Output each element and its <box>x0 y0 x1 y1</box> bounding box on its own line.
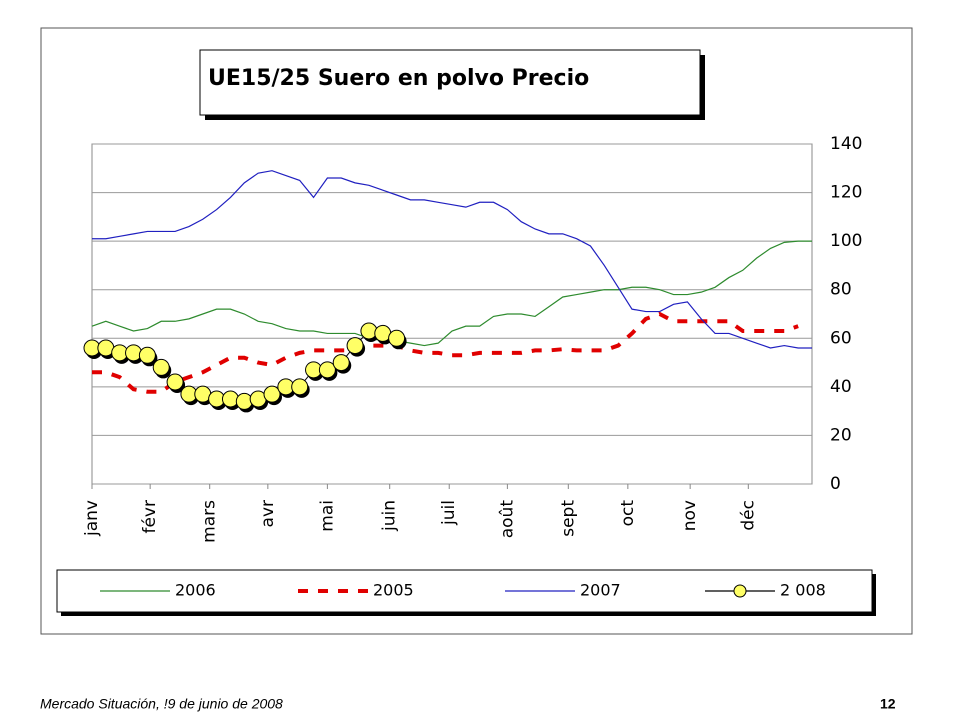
y-tick-label: 140 <box>830 134 862 154</box>
chart-title: UE15/25 Suero en polvo Precio <box>208 66 589 91</box>
y-tick-label: 120 <box>830 183 862 203</box>
footer-source: Mercado Situación, !9 de junio de 2008 <box>40 696 283 712</box>
page-number: 12 <box>880 696 896 712</box>
x-tick-label: avr <box>258 500 278 527</box>
x-tick-label: sept <box>558 500 578 537</box>
legend-label: 2 008 <box>780 581 826 600</box>
x-tick-label: juil <box>439 500 459 526</box>
marker <box>360 322 378 340</box>
x-tick-label: mai <box>317 500 337 532</box>
marker <box>221 390 239 408</box>
series-line <box>91 240 812 347</box>
marker <box>291 378 309 396</box>
marker <box>332 354 350 372</box>
y-tick-label: 80 <box>830 280 852 300</box>
marker <box>263 385 281 403</box>
marker <box>152 358 170 376</box>
y-tick-label: 0 <box>830 474 841 494</box>
x-tick-label: févr <box>140 500 160 534</box>
marker <box>318 361 336 379</box>
y-tick-label: 60 <box>830 328 852 348</box>
chart-frame <box>40 27 913 635</box>
y-tick-label: 20 <box>830 425 852 445</box>
marker <box>346 337 364 355</box>
x-tick-label: nov <box>680 500 700 531</box>
marker <box>235 392 253 410</box>
x-tick-label: août <box>497 500 517 539</box>
x-tick-label: janv <box>82 500 102 537</box>
y-tick-label: 100 <box>830 231 862 251</box>
x-tick-label: juin <box>380 500 400 532</box>
legend-label: 2007 <box>580 581 621 600</box>
marker <box>125 344 143 362</box>
legend-label: 2005 <box>373 581 414 600</box>
legend-label: 2006 <box>175 581 216 600</box>
series-line <box>92 170 812 349</box>
legend-marker <box>733 584 747 598</box>
title-box <box>199 49 701 116</box>
marker <box>166 373 184 391</box>
x-tick-label: mars <box>200 500 220 543</box>
marker <box>138 346 156 364</box>
x-tick-label: oct <box>618 500 638 527</box>
marker <box>388 329 406 347</box>
series-line <box>92 311 799 394</box>
y-tick-label: 40 <box>830 377 852 397</box>
x-tick-label: déc <box>738 500 758 531</box>
